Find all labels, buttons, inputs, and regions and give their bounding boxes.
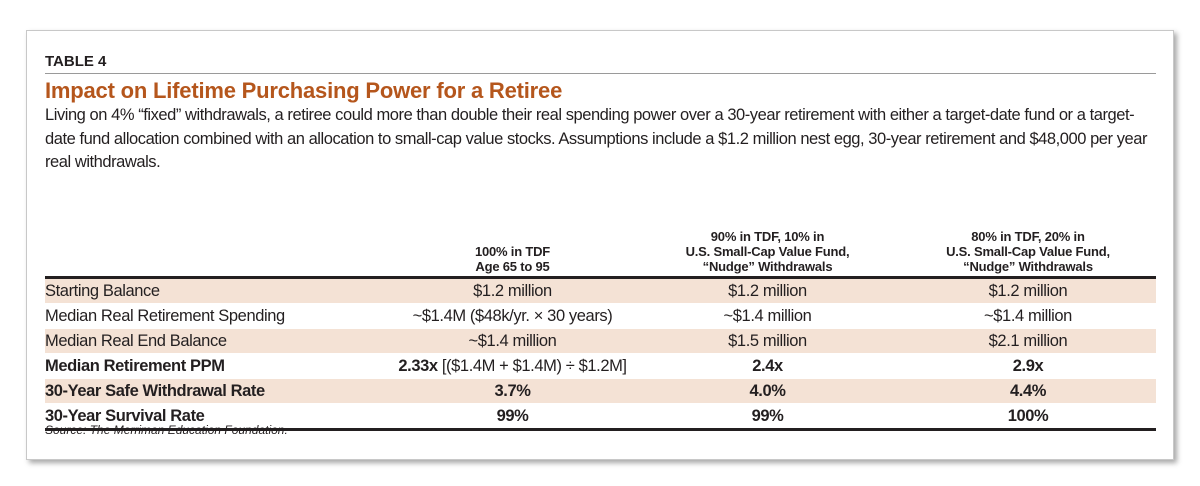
cell: 3.7% xyxy=(390,378,635,404)
cell: ~$1.4 million xyxy=(723,307,812,325)
cell: ~$1.4 million xyxy=(984,307,1072,325)
table-row: Median Real End Balance ~$1.4 million $1… xyxy=(45,328,1156,354)
cell: $1.2 million xyxy=(635,277,900,304)
column-header: 90% in TDF, 10% in U.S. Small-Cap Value F… xyxy=(685,229,850,274)
cell: 99% xyxy=(751,407,784,425)
table-card: TABLE 4 Impact on Lifetime Purchasing Po… xyxy=(26,30,1174,460)
cell: ~$1.4M ($48k/yr. × 30 years) xyxy=(412,307,613,325)
cell: $1.5 million xyxy=(635,328,900,354)
source-note: Source: The Merriman Education Foundatio… xyxy=(45,423,288,437)
data-table: 100% in TDF Age 65 to 95 90% in TDF, 10% … xyxy=(45,229,1156,431)
cell: $1.2 million xyxy=(900,277,1156,304)
table-description: Living on 4% “fixed” withdrawals, a reti… xyxy=(45,106,1148,171)
row-label: Median Retirement PPM xyxy=(45,357,225,375)
cell: ~$1.4 million xyxy=(390,328,635,354)
row-label: Median Real Retirement Spending xyxy=(45,307,285,325)
table-row: 30-Year Safe Withdrawal Rate 3.7% 4.0% 4… xyxy=(45,378,1156,404)
column-header: 100% in TDF Age 65 to 95 xyxy=(474,244,551,274)
table-row: Median Real Retirement Spending ~$1.4M (… xyxy=(45,304,1156,329)
table-row: Median Retirement PPM 2.33x [($1.4M + $1… xyxy=(45,354,1156,379)
cell: $1.2 million xyxy=(390,277,635,304)
row-label: Median Real End Balance xyxy=(45,328,390,354)
cell: 2.4x xyxy=(752,357,783,375)
cell: 4.4% xyxy=(900,378,1156,404)
cell: 2.9x xyxy=(1012,357,1044,375)
cell: $2.1 million xyxy=(900,328,1156,354)
row-label: 30-Year Safe Withdrawal Rate xyxy=(45,378,390,404)
table-row: Starting Balance $1.2 million $1.2 milli… xyxy=(45,277,1156,304)
cell: 2.33x [($1.4M + $1.4M) ÷ $1.2M] xyxy=(398,357,627,375)
header-row: 100% in TDF Age 65 to 95 90% in TDF, 10% … xyxy=(45,229,1156,278)
cell: 4.0% xyxy=(635,378,900,404)
cell: 100% xyxy=(1007,407,1049,425)
table-label: TABLE 4 xyxy=(45,53,1156,74)
row-label: 30-Year Survival Rate xyxy=(45,407,205,425)
row-label: Starting Balance xyxy=(45,277,390,304)
header-empty xyxy=(45,229,390,278)
formula-note: [($1.4M + $1.4M) ÷ $1.2M] xyxy=(441,357,627,375)
column-header: 80% in TDF, 20% in U.S. Small-Cap Value F… xyxy=(946,229,1110,274)
cell: 99% xyxy=(496,407,529,425)
table-title: Impact on Lifetime Purchasing Power for … xyxy=(45,78,563,103)
table-row: 30-Year Survival Rate 99% 99% 100% xyxy=(45,404,1156,430)
